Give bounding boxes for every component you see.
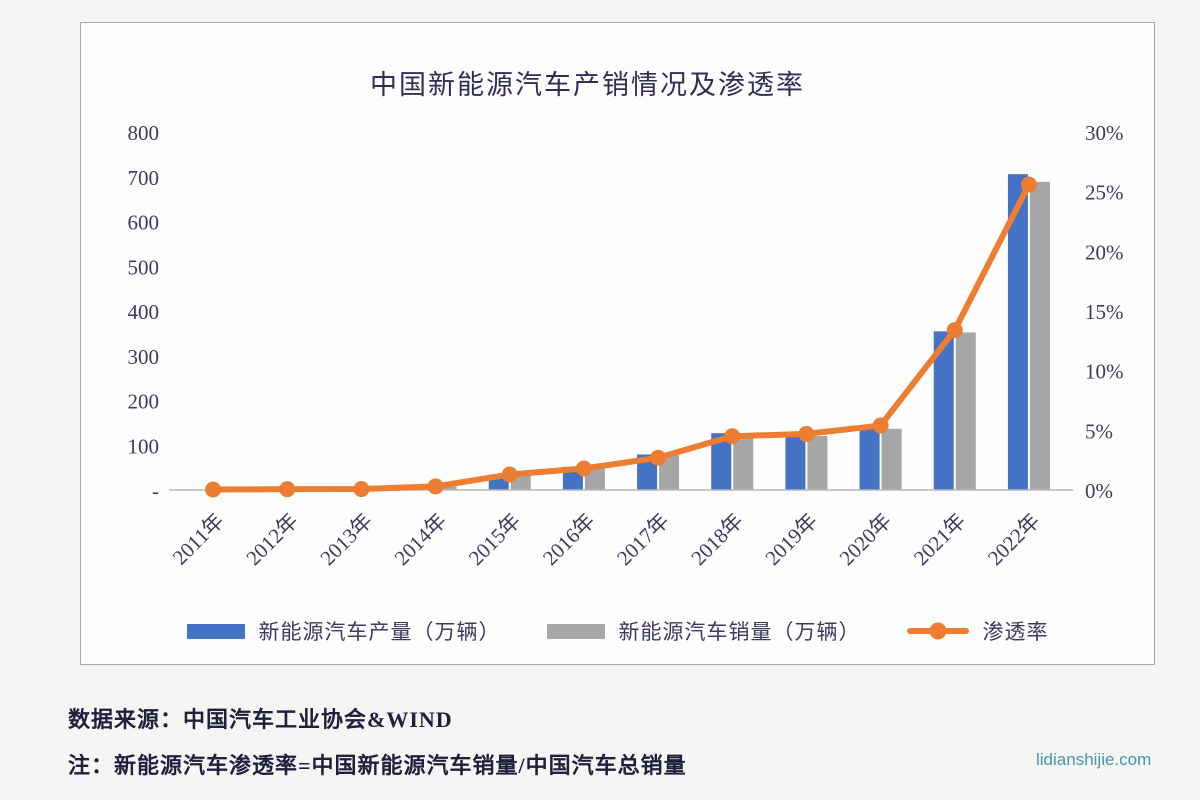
x-axis-label-group: 2018年 (686, 509, 748, 571)
left-axis-tick: 700 (128, 166, 160, 190)
penetration-point (353, 481, 370, 498)
bar-sales (1029, 181, 1050, 490)
bar-production (859, 428, 880, 490)
penetration-point (946, 322, 963, 339)
penetration-point (279, 481, 296, 498)
note-text: 注：新能源汽车渗透率=中国新能源汽车销量/中国汽车总销量 (68, 753, 687, 778)
combo-chart: 800 700 600 500 400 300 200 100 - 30% 25% 20% 15% 10%… (128, 121, 1124, 571)
left-axis-tick: 600 (128, 211, 160, 235)
legend-label-production: 新能源汽车产量（万辆） (258, 620, 501, 644)
x-axis-label: 2017年 (612, 509, 674, 571)
chart-panel: 中国新能源汽车产销情况及渗透率 800 700 600 500 400 300 200 100… (80, 22, 1155, 665)
x-axis-label-group: 2016年 (538, 509, 600, 571)
left-axis-tick: 300 (128, 345, 160, 369)
penetration-line (210, 181, 1032, 493)
x-axis-label-group: 2013年 (315, 509, 377, 571)
x-axis-label: 2014年 (390, 509, 452, 571)
x-axis-label-group: 2014年 (390, 509, 452, 571)
x-axis-label: 2016年 (538, 509, 600, 571)
left-axis-tick: 500 (128, 255, 160, 279)
bar-sales (733, 433, 754, 490)
x-axis-label: 2013年 (315, 509, 377, 571)
bar-production (785, 434, 806, 490)
bar-sales (436, 486, 457, 490)
x-axis-label: 2021年 (909, 509, 971, 571)
x-axis-label-group: 2015年 (464, 509, 526, 571)
data-source-text: 数据来源：中国汽车工业协会&WIND (68, 707, 453, 732)
bar-sales (955, 332, 976, 490)
penetration-point (575, 460, 592, 477)
right-axis-tick: 15% (1085, 300, 1124, 324)
bar-production (933, 331, 954, 490)
right-axis-tick: 20% (1085, 240, 1124, 264)
x-axis-label-group: 2012年 (241, 509, 303, 571)
left-axis-tick: 100 (128, 434, 160, 458)
legend-item-production: 新能源汽车产量（万辆） (186, 616, 501, 646)
bar-sales (807, 436, 828, 490)
penetration-point (427, 478, 444, 495)
x-axis-label: 2019年 (760, 509, 822, 571)
x-axis-label-group: 2020年 (835, 509, 897, 571)
right-axis-tick: 5% (1085, 419, 1113, 443)
x-axis-label-group: 2019年 (760, 509, 822, 571)
right-axis-tick: 10% (1085, 360, 1124, 384)
chart-title: 中国新能源汽车产销情况及渗透率 (370, 70, 805, 100)
legend-item-sales: 新能源汽车销量（万辆） (546, 616, 861, 646)
right-axis-tick: 0% (1085, 479, 1113, 503)
chart-legend: 新能源汽车产量（万辆） 新能源汽车销量（万辆） 渗透率 (81, 616, 1154, 646)
bar-production (711, 433, 732, 490)
x-axis-label-group: 2017年 (612, 509, 674, 571)
legend-label-sales: 新能源汽车销量（万辆） (618, 620, 861, 644)
left-axis-tick: - (152, 479, 159, 503)
penetration-line-swatch-icon (906, 622, 969, 640)
left-axis-tick: 400 (128, 300, 160, 324)
watermark: lidianshijie.com (1036, 750, 1152, 769)
penetration-point (501, 466, 518, 483)
x-axis-label-group: 2011年 (168, 509, 229, 570)
right-axis-tick: 25% (1085, 181, 1124, 205)
penetration-point (872, 417, 889, 434)
penetration-point (205, 481, 222, 498)
production-bar-swatch-icon (186, 623, 245, 639)
left-axis-tick: 200 (128, 390, 160, 414)
x-axis-label: 2022年 (983, 509, 1045, 571)
bar-production (1007, 174, 1028, 491)
x-axis-label: 2018年 (686, 509, 748, 571)
x-axis-label-group: 2021年 (909, 509, 971, 571)
left-axis-tick: 800 (128, 121, 160, 145)
x-axis-label: 2020年 (835, 509, 897, 571)
legend-label-penetration: 渗透率 (982, 620, 1049, 644)
bar-production (637, 454, 658, 490)
penetration-point (724, 428, 741, 445)
right-axis-tick: 30% (1085, 121, 1124, 145)
penetration-point (650, 449, 667, 466)
bar-sales (659, 455, 680, 490)
bar-sales (881, 428, 902, 490)
x-axis-label: 2011年 (168, 509, 229, 570)
x-axis-label-group: 2022年 (983, 509, 1045, 571)
sales-bar-swatch-icon (546, 623, 605, 639)
penetration-point (798, 425, 815, 442)
penetration-dot-icon (929, 622, 946, 640)
x-axis-label: 2012年 (241, 509, 303, 571)
penetration-point (1020, 176, 1037, 193)
x-axis-label: 2015年 (464, 509, 526, 571)
legend-item-penetration: 渗透率 (906, 616, 1049, 646)
